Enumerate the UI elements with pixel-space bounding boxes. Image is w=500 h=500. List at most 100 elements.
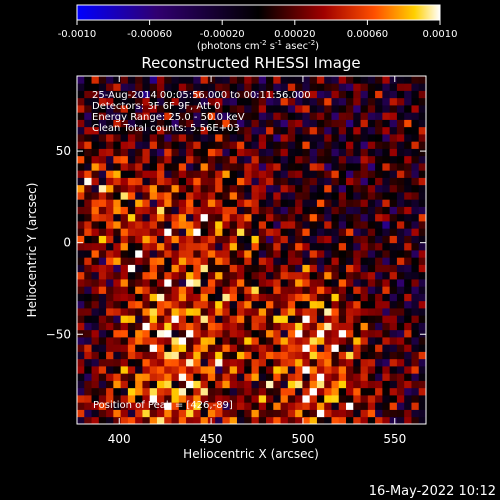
- heatmap-cell: [338, 228, 347, 236]
- heatmap-cell: [149, 155, 158, 164]
- heatmap-cell: [77, 119, 85, 128]
- heatmap-cell: [360, 184, 369, 193]
- heatmap-cell: [236, 300, 245, 309]
- heatmap-cell: [324, 97, 332, 106]
- heatmap-cell: [287, 344, 296, 352]
- heatmap-cell: [91, 387, 100, 396]
- heatmap-cell: [331, 250, 340, 258]
- heatmap-cell: [396, 271, 405, 280]
- heatmap-cell: [396, 250, 405, 258]
- heatmap-cell: [273, 344, 281, 352]
- heatmap-cell: [396, 192, 405, 200]
- heatmap-cell: [367, 177, 376, 186]
- heatmap-cell: [149, 76, 158, 84]
- heatmap-cell: [316, 373, 325, 381]
- colorbar-tick-label: -0.00060: [127, 29, 172, 40]
- heatmap-cell: [331, 264, 340, 273]
- heatmap-cell: [120, 351, 129, 360]
- heatmap-cell: [266, 387, 274, 396]
- heatmap-cell: [156, 351, 165, 360]
- heatmap-cell: [418, 373, 426, 381]
- heatmap-cell: [149, 293, 158, 302]
- heatmap-cell: [404, 286, 412, 294]
- heatmap-cell: [367, 271, 376, 280]
- heatmap-cell: [98, 119, 107, 128]
- heatmap-cell: [375, 192, 383, 200]
- heatmap-cell: [142, 395, 151, 403]
- heatmap-cell: [382, 228, 391, 236]
- heatmap-cell: [127, 358, 136, 367]
- heatmap-cell: [106, 293, 114, 302]
- heatmap-cell: [324, 395, 332, 403]
- heatmap-cell: [295, 184, 303, 193]
- heatmap-cell: [98, 170, 107, 178]
- heatmap-cell: [164, 380, 172, 389]
- heatmap-cell: [120, 126, 129, 135]
- heatmap-cell: [106, 337, 114, 345]
- heatmap-cell: [346, 90, 354, 99]
- heatmap-cell: [404, 351, 412, 360]
- heatmap-cell: [302, 264, 311, 273]
- heatmap-cell: [186, 329, 194, 338]
- heatmap-cell: [418, 90, 426, 99]
- heatmap-cell: [120, 416, 129, 424]
- heatmap-cell: [411, 105, 420, 113]
- heatmap-cell: [91, 366, 100, 374]
- heatmap-cell: [389, 126, 398, 135]
- heatmap-cell: [244, 329, 252, 338]
- colorbar-ticks: -0.0010 -0.00060 -0.00020 0.00020 0.00060 0.0…: [58, 20, 458, 40]
- heatmap-cell: [266, 351, 274, 360]
- heatmap-cell: [331, 315, 340, 323]
- heatmap-cell: [178, 213, 187, 222]
- heatmap-cell: [258, 271, 267, 280]
- heatmap-cell: [215, 264, 223, 273]
- heatmap-cell: [98, 97, 107, 106]
- heatmap-cell: [367, 221, 376, 229]
- heatmap-cell: [324, 264, 332, 273]
- heatmap-cell: [360, 322, 369, 331]
- heatmap-cell: [98, 141, 107, 149]
- heatmap-cell: [149, 329, 158, 338]
- heatmap-cell: [273, 279, 281, 287]
- heatmap-cell: [200, 395, 209, 403]
- heatmap-cell: [338, 322, 347, 331]
- heatmap-cell: [215, 300, 223, 309]
- heatmap-cell: [229, 206, 238, 215]
- heatmap-cell: [113, 105, 122, 113]
- heatmap-cell: [84, 141, 92, 149]
- heatmap-cell: [324, 76, 332, 84]
- heatmap-cell: [200, 308, 209, 316]
- heatmap-cell: [142, 134, 151, 142]
- heatmap-cell: [236, 141, 245, 149]
- heatmap-cell: [106, 199, 114, 207]
- heatmap-cell: [411, 228, 420, 236]
- heatmap-cell: [382, 409, 391, 418]
- heatmap-cell: [193, 344, 201, 352]
- heatmap-cell: [84, 119, 92, 128]
- heatmap-cell: [77, 126, 85, 135]
- heatmap-cell: [171, 250, 180, 258]
- heatmap-cell: [346, 177, 354, 186]
- heatmap-cell: [302, 387, 311, 396]
- heatmap-cell: [258, 134, 267, 142]
- heatmap-cell: [84, 184, 92, 193]
- heatmap-cell: [91, 315, 100, 323]
- heatmap-cell: [193, 380, 201, 389]
- heatmap-cell: [404, 83, 412, 91]
- heatmap-cell: [229, 322, 238, 331]
- heatmap-cell: [229, 380, 238, 389]
- heatmap-cell: [404, 366, 412, 374]
- heatmap-cell: [396, 402, 405, 410]
- heatmap-cell: [411, 177, 420, 186]
- heatmap-cell: [244, 126, 252, 135]
- heatmap-cell: [106, 395, 114, 403]
- heatmap-cell: [200, 235, 209, 244]
- heatmap-cell: [222, 286, 231, 294]
- heatmap-cell: [193, 409, 201, 418]
- heatmap-cell: [367, 402, 376, 410]
- heatmap-cell: [360, 271, 369, 280]
- heatmap-cell: [236, 373, 245, 381]
- heatmap-cell: [164, 395, 172, 403]
- heatmap-cell: [207, 250, 216, 258]
- heatmap-cell: [106, 250, 114, 258]
